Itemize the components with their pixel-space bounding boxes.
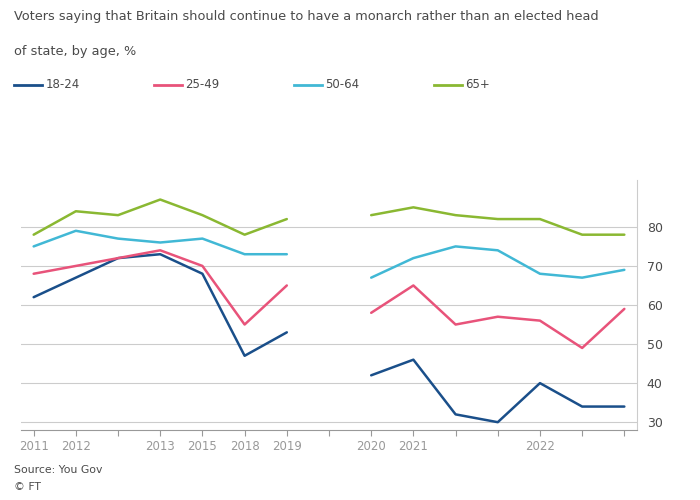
25-49 (29, 271, 38, 277)
25-49 (240, 322, 248, 328)
Text: 65+: 65+ (466, 78, 490, 92)
65+ (114, 212, 122, 218)
65+ (198, 212, 206, 218)
25-49 (283, 282, 291, 288)
Text: Voters saying that Britain should continue to have a monarch rather than an elec: Voters saying that Britain should contin… (14, 10, 598, 23)
25-49 (71, 263, 80, 269)
50-64 (156, 240, 164, 246)
Line: 25-49: 25-49 (34, 250, 287, 324)
25-49 (114, 255, 122, 261)
Text: 25-49: 25-49 (186, 78, 220, 92)
Line: 50-64: 50-64 (34, 231, 287, 254)
50-64 (114, 236, 122, 242)
Text: of state, by age, %: of state, by age, % (14, 45, 136, 58)
Text: 50-64: 50-64 (326, 78, 360, 92)
50-64 (29, 244, 38, 250)
65+ (283, 216, 291, 222)
25-49 (198, 263, 206, 269)
Line: 18-24: 18-24 (34, 254, 287, 356)
50-64 (198, 236, 206, 242)
50-64 (283, 251, 291, 257)
18-24 (240, 353, 248, 359)
18-24 (156, 251, 164, 257)
65+ (156, 196, 164, 202)
65+ (240, 232, 248, 237)
18-24 (283, 330, 291, 336)
50-64 (240, 251, 248, 257)
50-64 (71, 228, 80, 234)
18-24 (198, 271, 206, 277)
Text: © FT: © FT (14, 482, 41, 492)
Text: 18-24: 18-24 (46, 78, 80, 92)
Text: Source: You Gov: Source: You Gov (14, 465, 102, 475)
Line: 65+: 65+ (34, 200, 287, 234)
25-49 (156, 248, 164, 254)
18-24 (114, 255, 122, 261)
65+ (29, 232, 38, 237)
65+ (71, 208, 80, 214)
18-24 (29, 294, 38, 300)
18-24 (71, 274, 80, 280)
